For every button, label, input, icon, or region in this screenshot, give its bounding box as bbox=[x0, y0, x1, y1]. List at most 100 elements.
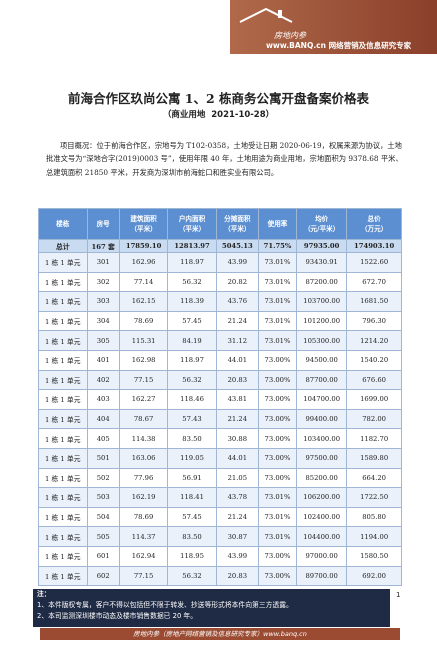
table-row: 1 栋 1 单元 601 162.94 118.95 43.99 73.00% 97000.… bbox=[38, 545, 402, 567]
table-cell: 57.45 bbox=[167, 506, 217, 528]
table-cell: 502 bbox=[86, 467, 120, 489]
table-cell: 1 栋 1 单元 bbox=[38, 428, 88, 449]
table-cell: 103400.00 bbox=[296, 428, 348, 449]
column-header-line: 建筑面积 bbox=[130, 215, 157, 223]
column-header-line: 楼栋 bbox=[56, 220, 70, 228]
total-cell: 5045.13 bbox=[215, 239, 259, 253]
table-cell: 73.00% bbox=[257, 467, 298, 489]
table-row: 1 栋 1 单元 305 115.31 84.19 31.12 73.01% 105300.… bbox=[38, 330, 402, 351]
table-cell: 403 bbox=[86, 389, 120, 410]
table-cell: 1 栋 1 单元 bbox=[38, 487, 88, 508]
column-header: 总价 （万元） bbox=[346, 208, 402, 240]
column-header-line: （平米） bbox=[224, 225, 251, 233]
column-header: 分摊面积 （平米） bbox=[215, 208, 259, 240]
table-cell: 73.01% bbox=[257, 310, 298, 332]
table-cell: 503 bbox=[86, 487, 120, 508]
table-cell: 805.80 bbox=[346, 506, 402, 528]
table-cell: 119.05 bbox=[167, 447, 217, 469]
table-cell: 672.70 bbox=[346, 271, 402, 293]
table-cell: 97500.00 bbox=[296, 447, 348, 469]
table-cell: 77.96 bbox=[118, 467, 169, 489]
table-cell: 303 bbox=[86, 291, 120, 312]
subtitle: （商业用地 2021-10-28） bbox=[162, 110, 275, 120]
table-cell: 302 bbox=[86, 271, 120, 293]
column-header-line: （万元） bbox=[360, 225, 388, 233]
table-cell: 1 栋 1 单元 bbox=[38, 330, 88, 351]
logo-tagline: www.BANQ.cn 网络营销及信息研究专家 bbox=[266, 41, 412, 50]
table-row: 1 栋 1 单元 302 77.14 56.32 20.82 73.01% 87200.00… bbox=[38, 271, 402, 293]
table-cell: 77.15 bbox=[118, 369, 169, 391]
total-row: 总计 167 套 17859.10 12813.97 5045.13 71.75% 9793… bbox=[38, 239, 402, 253]
table-cell: 21.24 bbox=[215, 506, 259, 528]
table-cell: 73.00% bbox=[257, 349, 298, 371]
table-cell: 692.00 bbox=[346, 565, 402, 587]
table-cell: 73.01% bbox=[257, 506, 298, 528]
table-cell: 56.32 bbox=[167, 271, 217, 293]
table-row: 1 栋 1 单元 503 162.19 118.41 43.78 73.01% 106200… bbox=[38, 487, 402, 508]
table-cell: 118.41 bbox=[167, 487, 217, 508]
table-cell: 104700.00 bbox=[296, 389, 348, 410]
table-cell: 118.46 bbox=[167, 389, 217, 410]
table-cell: 1194.00 bbox=[346, 526, 402, 547]
table-cell: 1 栋 1 单元 bbox=[38, 349, 88, 371]
table-cell: 85200.00 bbox=[296, 467, 348, 489]
table-cell: 43.76 bbox=[215, 291, 259, 312]
table-cell: 118.95 bbox=[167, 545, 217, 567]
total-cell: 12813.97 bbox=[167, 239, 217, 253]
total-cell: 97935.00 bbox=[296, 239, 348, 253]
footer: 房地内参（房地产网络营销及信息研究专家）www.banq.cn bbox=[40, 628, 400, 640]
table-cell: 114.37 bbox=[118, 526, 169, 547]
note-item: 1、本件版权专属，客户不得以包括但不限于转发、抄送等形式将本件向第三方透露。 bbox=[37, 601, 293, 609]
table-cell: 20.82 bbox=[215, 271, 259, 293]
table-cell: 504 bbox=[86, 506, 120, 528]
table-cell: 505 bbox=[86, 526, 120, 547]
table-cell: 99400.00 bbox=[296, 408, 348, 430]
table-cell: 87700.00 bbox=[296, 369, 348, 391]
table-cell: 118.39 bbox=[167, 291, 217, 312]
table-cell: 796.30 bbox=[346, 310, 402, 332]
column-header-line: 使用率 bbox=[267, 220, 288, 228]
table-cell: 73.01% bbox=[257, 252, 298, 273]
table-cell: 1 栋 1 单元 bbox=[38, 369, 88, 391]
table-cell: 501 bbox=[86, 447, 120, 469]
page-number: 1 bbox=[396, 591, 401, 599]
logo: 房地内参 www.BANQ.cn 网络营销及信息研究专家 bbox=[230, 0, 437, 54]
logo-house-icon bbox=[239, 7, 293, 23]
table-cell: 162.98 bbox=[118, 349, 169, 371]
table-cell: 1 栋 1 单元 bbox=[38, 447, 88, 469]
table-cell: 89700.00 bbox=[296, 565, 348, 587]
table-cell: 44.01 bbox=[215, 447, 259, 469]
table-cell: 93430.91 bbox=[296, 252, 348, 273]
column-header: 户内面积 （平米） bbox=[167, 208, 217, 240]
table-row: 1 栋 1 单元 404 78.67 57.43 21.24 73.00% 99400.00… bbox=[38, 408, 402, 430]
table-cell: 73.00% bbox=[257, 408, 298, 430]
table-cell: 73.01% bbox=[257, 526, 298, 547]
table-cell: 163.06 bbox=[118, 447, 169, 469]
table-cell: 43.81 bbox=[215, 389, 259, 410]
table-cell: 1 栋 1 单元 bbox=[38, 310, 88, 332]
table-cell: 21.24 bbox=[215, 310, 259, 332]
table-cell: 162.96 bbox=[118, 252, 169, 273]
table-cell: 102400.00 bbox=[296, 506, 348, 528]
table-cell: 118.97 bbox=[167, 252, 217, 273]
table-cell: 73.00% bbox=[257, 447, 298, 469]
column-header-line: （平米） bbox=[130, 225, 157, 233]
note-item: 2、本司监测深圳楼市动态及楼市销售数据已 20 年。 bbox=[37, 612, 198, 620]
table-row: 1 栋 1 单元 501 163.06 119.05 44.01 73.00% 97500.… bbox=[38, 447, 402, 469]
column-header-line: 房号 bbox=[96, 220, 110, 228]
table-cell: 31.12 bbox=[215, 330, 259, 351]
column-header-line: （元/平米） bbox=[303, 225, 340, 233]
table-cell: 1 栋 1 单元 bbox=[38, 408, 88, 430]
table-cell: 405 bbox=[86, 428, 120, 449]
table-row: 1 栋 1 单元 303 162.15 118.39 43.76 73.01% 103700… bbox=[38, 291, 402, 312]
table-cell: 162.19 bbox=[118, 487, 169, 508]
table-cell: 78.67 bbox=[118, 408, 169, 430]
table-cell: 118.97 bbox=[167, 349, 217, 371]
table-cell: 73.00% bbox=[257, 545, 298, 567]
table-cell: 162.15 bbox=[118, 291, 169, 312]
table-cell: 1 栋 1 单元 bbox=[38, 506, 88, 528]
table-cell: 1722.50 bbox=[346, 487, 402, 508]
total-cell: 167 套 bbox=[86, 239, 120, 253]
table-cell: 404 bbox=[86, 408, 120, 430]
